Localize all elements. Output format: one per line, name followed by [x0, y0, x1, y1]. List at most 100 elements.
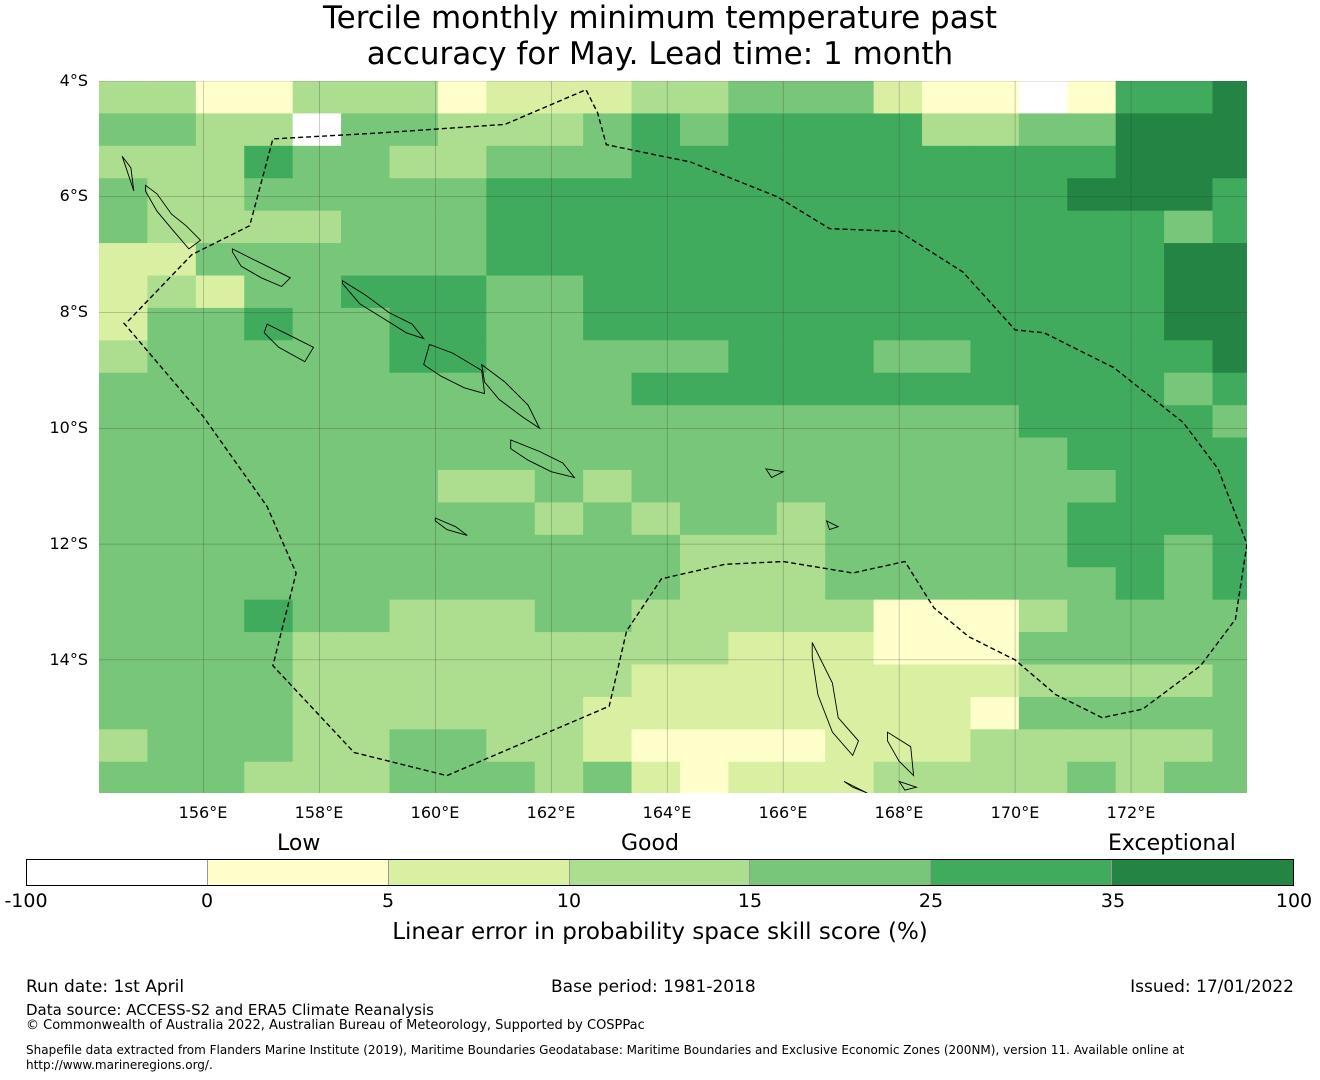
colorbar	[26, 859, 1294, 886]
grid-cell	[922, 307, 972, 341]
grid-cell	[970, 632, 1020, 666]
grid-cell	[679, 761, 729, 793]
shapefile-credit-2: http://www.marineregions.org/.	[26, 1058, 213, 1072]
grid-cell	[825, 372, 875, 406]
grid-cell	[922, 696, 972, 730]
grid-cell	[1212, 307, 1247, 341]
grid-cell	[970, 729, 1020, 763]
grid-cell	[1212, 729, 1247, 763]
grid-cell	[1115, 761, 1165, 793]
grid-cell	[1018, 178, 1068, 212]
grid-cell	[534, 210, 584, 244]
grid-cell	[195, 567, 245, 601]
grid-cell	[873, 567, 923, 601]
grid-cell	[147, 437, 197, 471]
grid-cell	[486, 405, 536, 439]
grid-cell	[389, 664, 439, 698]
grid-cell	[1164, 81, 1214, 115]
grid-cell	[99, 275, 149, 309]
grid-cell	[1115, 81, 1165, 115]
island-outline	[811, 642, 860, 757]
grid-cell	[195, 599, 245, 633]
grid-cell	[1067, 632, 1117, 666]
grid-cell	[970, 145, 1020, 179]
grid-cell	[292, 567, 342, 601]
grid-cell	[922, 405, 972, 439]
grid-cell	[437, 632, 487, 666]
grid-cell	[292, 113, 342, 147]
colorbar-tick: 10	[556, 890, 582, 912]
grid-cell	[825, 534, 875, 568]
grid-cell	[583, 275, 633, 309]
grid-cell	[583, 81, 633, 115]
grid-cell	[292, 81, 342, 115]
grid-cell	[1212, 405, 1247, 439]
grid-cell	[147, 340, 197, 374]
grid-cell	[922, 145, 972, 179]
grid-cell	[1164, 340, 1214, 374]
grid-cell	[583, 729, 633, 763]
grid-cell	[728, 761, 778, 793]
grid-cell	[437, 372, 487, 406]
grid-cell	[873, 243, 923, 277]
grid-cell	[583, 210, 633, 244]
grid-cell	[244, 502, 294, 536]
grid-cell	[1115, 340, 1165, 374]
grid-cell	[970, 664, 1020, 698]
grid-cell	[341, 761, 391, 793]
grid-cell	[1018, 437, 1068, 471]
grid-cell	[1067, 307, 1117, 341]
grid-cell	[341, 470, 391, 504]
grid-cell	[99, 145, 149, 179]
grid-cell	[341, 243, 391, 277]
grid-cell	[679, 340, 729, 374]
grid-cell	[1115, 729, 1165, 763]
grid-cell	[776, 113, 826, 147]
grid-cell	[341, 437, 391, 471]
grid-cell	[583, 145, 633, 179]
grid-cell	[292, 372, 342, 406]
grid-cell	[776, 502, 826, 536]
grid-cell	[1212, 340, 1247, 374]
grid-cell	[583, 534, 633, 568]
grid-cell	[776, 437, 826, 471]
grid-cell	[1018, 372, 1068, 406]
grid-cell	[1018, 696, 1068, 730]
grid-cell	[583, 761, 633, 793]
grid-cell	[244, 372, 294, 406]
grid-cell	[1212, 210, 1247, 244]
grid-cell	[195, 210, 245, 244]
lat-label: 4°S	[59, 71, 88, 90]
grid-cell	[825, 178, 875, 212]
grid-cell	[1212, 178, 1247, 212]
grid-cell	[1164, 372, 1214, 406]
grid-cell	[1067, 502, 1117, 536]
grid-cell	[1212, 81, 1247, 115]
grid-cell	[437, 567, 487, 601]
grid-cell	[776, 470, 826, 504]
grid-cell	[389, 470, 439, 504]
lon-label: 172°E	[1106, 803, 1156, 822]
grid-cell	[534, 405, 584, 439]
grid-cell	[776, 372, 826, 406]
grid-cell	[922, 243, 972, 277]
grid-cell	[583, 405, 633, 439]
grid-cell	[486, 210, 536, 244]
grid-cell	[437, 405, 487, 439]
grid-cell	[1212, 145, 1247, 179]
grid-cell	[873, 178, 923, 212]
grid-cell	[1067, 534, 1117, 568]
lon-label: 166°E	[758, 803, 808, 822]
grid-cell	[534, 599, 584, 633]
grid-cell	[922, 599, 972, 633]
colorbar-segment	[750, 860, 932, 885]
island-outline	[434, 517, 468, 536]
island-outline	[263, 323, 315, 363]
grid-cell	[583, 307, 633, 341]
grid-cell	[292, 632, 342, 666]
grid-cell	[437, 340, 487, 374]
island-outline	[231, 248, 292, 288]
grid-cell	[1018, 340, 1068, 374]
grid-cell	[728, 729, 778, 763]
lat-label: 8°S	[59, 302, 88, 321]
